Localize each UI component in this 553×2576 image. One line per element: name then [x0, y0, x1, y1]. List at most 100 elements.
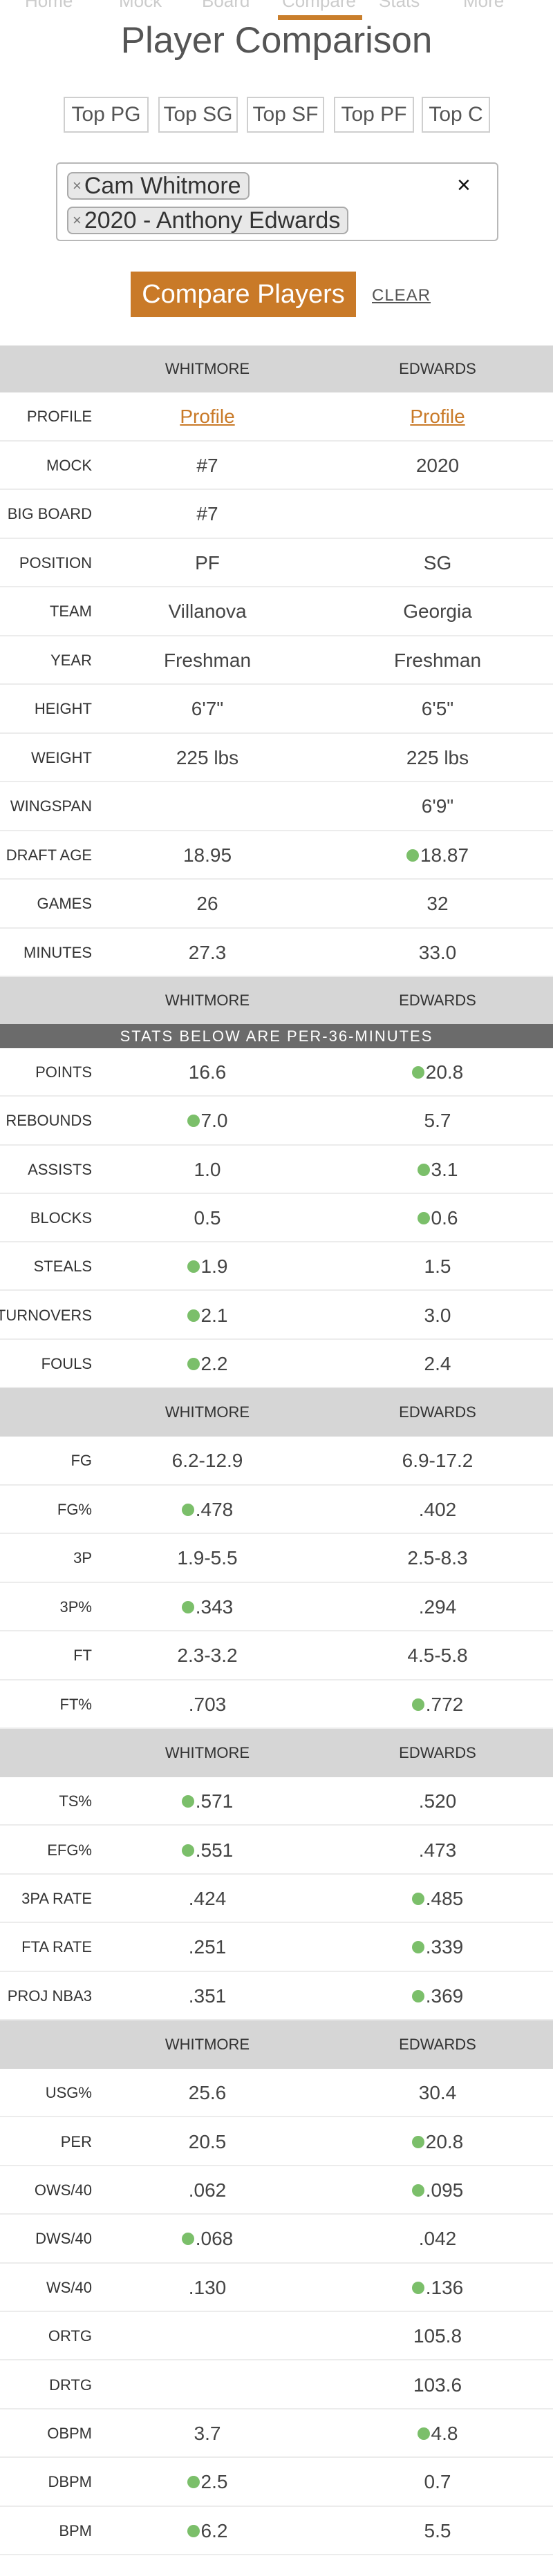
profile-link[interactable]: Profile — [410, 406, 465, 428]
stat-value-player1: 1.0 — [118, 1146, 297, 1194]
better-value-indicator-icon — [411, 1066, 424, 1079]
stat-value-player2: Georgia — [348, 587, 527, 636]
stat-value-player2: .136 — [348, 2264, 527, 2312]
stat-value-text: Freshman — [163, 649, 252, 671]
column-header-row: WHITMORE EDWARDS — [0, 1388, 553, 1437]
stat-value-text: .520 — [418, 1790, 457, 1812]
stat-value-text: 0.7 — [424, 2471, 451, 2493]
stat-value-text: 5.7 — [424, 1110, 451, 1132]
stat-value-player2: SG — [348, 539, 527, 588]
top-pg-button[interactable]: Top PG — [64, 97, 149, 133]
stat-value-player1: 20.5 — [118, 2118, 297, 2166]
stat-value-player2: 225 lbs — [348, 734, 527, 783]
stat-value-player1: 2.2 — [118, 1340, 297, 1388]
better-value-indicator-icon — [187, 2476, 200, 2489]
stat-value-player1: #7 — [118, 490, 297, 539]
stat-row: FT 2.3-3.2 4.5-5.8 — [0, 1631, 553, 1680]
selected-player-chip: × Cam Whitmore — [67, 172, 250, 200]
stat-value-player1: 2.5 — [118, 2458, 297, 2506]
stat-value-text: 20.8 — [425, 1061, 464, 1083]
stat-row: DWS/40 .068 .042 — [0, 2215, 553, 2264]
column-header-player2: EDWARDS — [399, 1744, 476, 1762]
stat-value-player2: .473 — [348, 1826, 527, 1875]
stat-value-player2: 3.0 — [348, 1291, 527, 1340]
stat-row: 3PA RATE .424 .485 — [0, 1874, 553, 1924]
stat-label: BPM — [59, 2521, 92, 2539]
top-pf-button[interactable]: Top PF — [334, 97, 414, 133]
nav-item-board[interactable]: Board — [202, 0, 250, 11]
stat-value-player2[interactable]: Profile — [348, 392, 527, 442]
stat-label: MINUTES — [24, 943, 92, 961]
stat-label: YEAR — [50, 651, 92, 669]
per36-banner: STATS BELOW ARE PER-36-MINUTES — [0, 1024, 553, 1048]
stat-value-text: 0.6 — [431, 1207, 458, 1229]
stat-label: REBOUNDS — [6, 1112, 92, 1130]
stat-value-player1[interactable]: Profile — [118, 392, 297, 442]
top-c-button[interactable]: Top C — [422, 97, 490, 133]
stat-value-text: .068 — [195, 2228, 234, 2250]
stat-label: DRAFT AGE — [6, 846, 92, 864]
stat-value-text: 16.6 — [188, 1061, 227, 1083]
stat-value-text: .772 — [425, 1693, 464, 1715]
stat-row: USG% 25.6 30.4 — [0, 2069, 553, 2118]
stat-row: OBPM 3.7 4.8 — [0, 2409, 553, 2459]
stat-value-text: 1.5 — [424, 1256, 451, 1278]
stat-value-text: 18.95 — [182, 844, 232, 866]
stat-row: TEAM Villanova Georgia — [0, 587, 553, 636]
nav-item-compare[interactable]: Compare — [282, 0, 356, 11]
stat-value-text: .095 — [425, 2179, 464, 2201]
player-selector[interactable]: × Cam Whitmore × 2020 - Anthony Edwards … — [56, 162, 498, 241]
stat-value-player2: 2.5-8.3 — [348, 1534, 527, 1583]
stat-label: PROFILE — [26, 408, 92, 425]
stat-value-text: 2.4 — [424, 1352, 451, 1374]
active-tab-indicator — [278, 15, 362, 20]
nav-item-more[interactable]: More — [463, 0, 505, 11]
remove-player-icon[interactable]: × — [73, 177, 82, 194]
nav-item-home[interactable]: Home — [25, 0, 73, 11]
stat-value-player2: 18.87 — [348, 831, 527, 880]
profile-link[interactable]: Profile — [180, 406, 235, 428]
stat-value-player2: 2020 — [348, 442, 527, 491]
stat-value-player2: 103.6 — [348, 2361, 527, 2409]
stat-row: FOULS 2.2 2.4 — [0, 1339, 553, 1389]
stat-value-player2: 6'9" — [348, 782, 527, 831]
stat-value-text: 33.0 — [418, 941, 457, 963]
stat-row: PROJ NBA3 .351 .369 — [0, 1971, 553, 2021]
stat-value-player2: 2.4 — [348, 1340, 527, 1388]
stat-label: STEALS — [33, 1258, 92, 1276]
better-value-indicator-icon — [181, 1600, 194, 1613]
stat-value-player1: .424 — [118, 1875, 297, 1923]
better-value-indicator-icon — [417, 1212, 430, 1225]
stat-label: TS% — [59, 1792, 92, 1810]
nav-item-mock[interactable]: Mock — [119, 0, 162, 11]
stat-value-player1: Freshman — [118, 636, 297, 685]
column-header-row: WHITMORE EDWARDS — [0, 1729, 553, 1778]
stat-value-text: 6.9-17.2 — [402, 1450, 474, 1472]
stat-value-text: SG — [423, 551, 452, 574]
stat-value-player1: .478 — [118, 1486, 297, 1535]
column-header-row: WHITMORE EDWARDS — [0, 977, 553, 1024]
clear-link[interactable]: CLEAR — [372, 286, 431, 305]
stat-value-player2: Freshman — [348, 636, 527, 685]
stat-row: YEAR Freshman Freshman — [0, 636, 553, 685]
stat-value-player1: 6.2 — [118, 2507, 297, 2555]
stat-label: TURNOVERS — [0, 1306, 92, 1324]
nav-item-stats[interactable]: Stats — [379, 0, 420, 11]
clear-selection-icon[interactable]: × — [457, 172, 471, 198]
stat-value-text: PF — [195, 551, 220, 574]
stat-label: HEIGHT — [34, 700, 92, 717]
remove-player-icon[interactable]: × — [73, 211, 82, 229]
stat-value-text: .136 — [425, 2276, 464, 2298]
compare-players-button[interactable]: Compare Players — [131, 272, 356, 317]
stat-row: BPM 6.2 5.5 — [0, 2506, 553, 2556]
top-sf-button[interactable]: Top SF — [247, 97, 324, 133]
stat-value-player2: 30.4 — [348, 2069, 527, 2117]
stat-value-text: 6.2-12.9 — [171, 1450, 243, 1472]
stat-value-text: 25.6 — [188, 2082, 227, 2104]
better-value-indicator-icon — [411, 1893, 424, 1906]
top-sg-button[interactable]: Top SG — [158, 97, 238, 133]
stat-value-player1: .130 — [118, 2264, 297, 2312]
stat-value-player2: .369 — [348, 1972, 527, 2020]
stat-value-player1: .343 — [118, 1583, 297, 1632]
stat-row: BLOCKS 0.5 0.6 — [0, 1193, 553, 1243]
